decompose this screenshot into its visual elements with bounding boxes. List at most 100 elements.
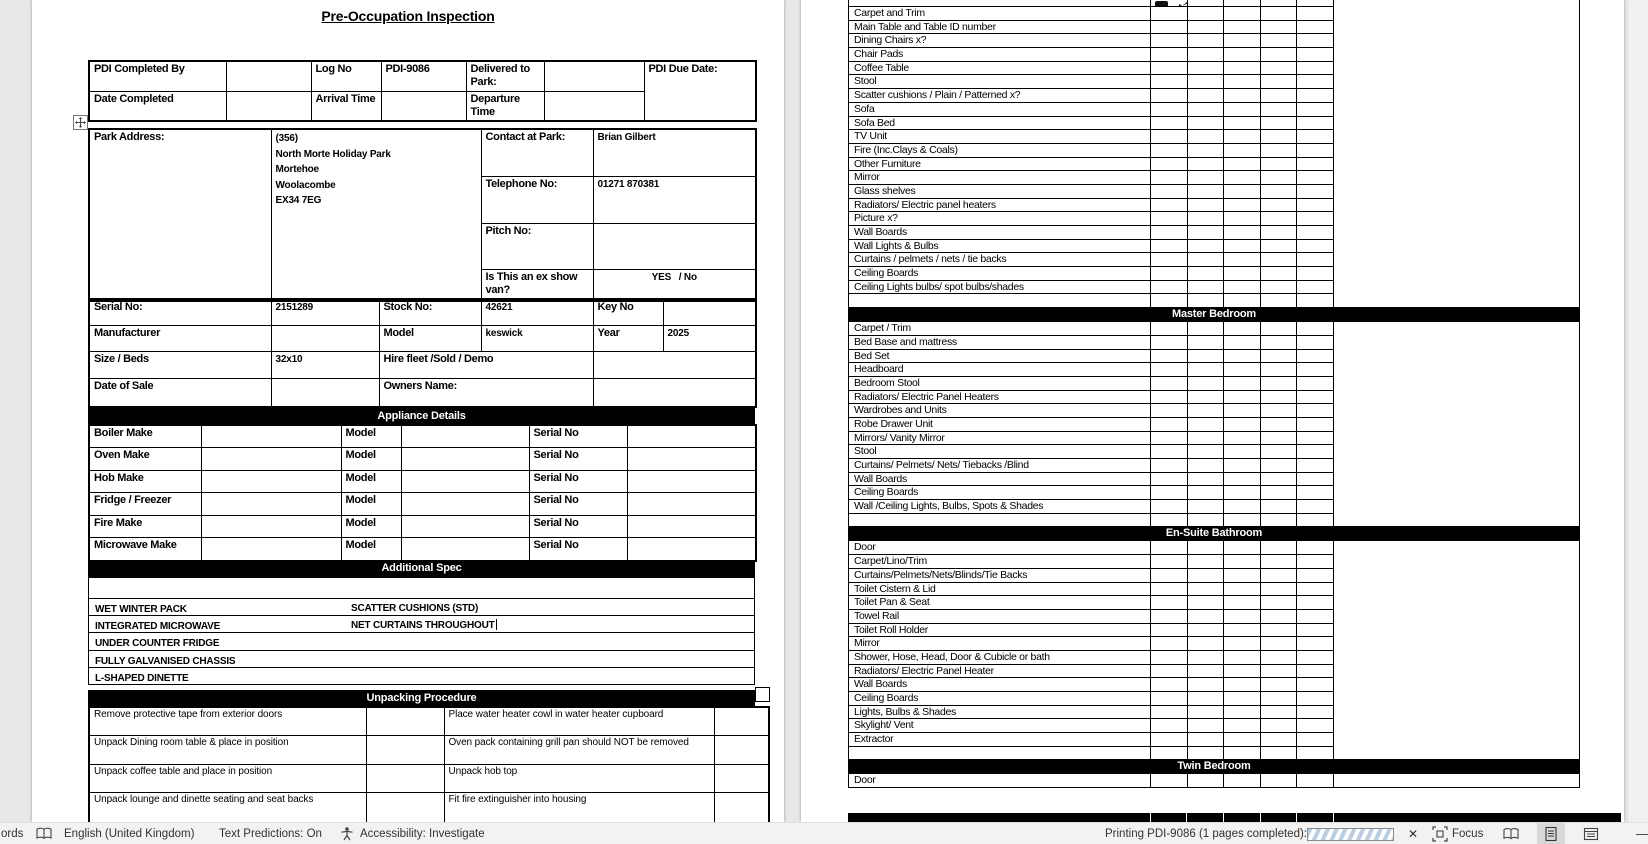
checklist-check-cell[interactable] (1261, 75, 1298, 89)
checklist-check-cell[interactable] (1224, 733, 1261, 746)
checklist-check-cell[interactable] (1224, 157, 1261, 171)
checklist-check-cell[interactable] (1151, 445, 1188, 458)
checklist-check-cell[interactable] (1261, 48, 1298, 61)
checklist-check-cell[interactable] (1224, 335, 1261, 349)
serial-no-value[interactable]: 2151289 (270, 298, 380, 326)
appliance-make-value[interactable] (200, 492, 342, 516)
checklist-check-cell[interactable] (1151, 609, 1188, 623)
checklist-check-cell[interactable] (1297, 664, 1334, 678)
checklist-check-cell[interactable] (1261, 20, 1298, 34)
checklist-check-cell[interactable] (1261, 184, 1298, 198)
unpacking-check-left[interactable] (365, 763, 445, 793)
checklist-check-cell[interactable] (1224, 678, 1261, 691)
checklist-check-cell[interactable] (1261, 664, 1298, 678)
checklist-row[interactable]: Carpet/Lino/Trim (848, 555, 1334, 569)
checklist-check-cell[interactable] (1297, 678, 1334, 691)
checklist-row[interactable]: Toilet Cistern & Lid (848, 582, 1334, 597)
checklist-check-cell[interactable] (1151, 719, 1188, 733)
web-layout-button[interactable] (1577, 823, 1605, 844)
checklist-blank-row[interactable] (848, 746, 1334, 761)
checklist-check-cell[interactable] (1261, 404, 1298, 417)
checklist-check-cell[interactable] (1261, 239, 1298, 253)
checklist-check-cell[interactable] (1224, 75, 1261, 89)
checklist-check-cell[interactable] (1261, 322, 1298, 335)
checklist-check-cell[interactable] (1297, 75, 1334, 89)
checklist-check-cell[interactable] (1151, 294, 1188, 308)
model-value[interactable]: keswick (480, 324, 594, 352)
checklist-check-cell[interactable] (1261, 500, 1298, 513)
appliance-make-value[interactable] (200, 537, 342, 562)
checklist-check-cell[interactable] (1224, 541, 1261, 555)
checklist-row[interactable]: Chair Pads (848, 48, 1334, 62)
checklist-check-cell[interactable] (1188, 171, 1225, 184)
checklist-check-cell[interactable] (1224, 253, 1261, 267)
checklist-check-cell[interactable] (1188, 623, 1225, 637)
checklist-check-cell[interactable] (1188, 705, 1225, 719)
table-move-handle[interactable] (73, 115, 88, 130)
unpacking-step-right[interactable]: Place water heater cowl in water heater … (443, 706, 715, 736)
checklist-check-cell[interactable] (1151, 417, 1188, 431)
checklist-check-cell[interactable] (1224, 89, 1261, 102)
checklist-check-cell[interactable] (1297, 226, 1334, 239)
checklist-check-cell[interactable] (1224, 459, 1261, 472)
checklist-check-cell[interactable] (1261, 7, 1298, 20)
owners-name-value[interactable] (592, 377, 757, 408)
checklist-check-cell[interactable] (1188, 513, 1225, 527)
appliance-make-label[interactable]: Hob Make (88, 469, 202, 494)
checklist-check-cell[interactable] (1224, 184, 1261, 198)
checklist-check-cell[interactable] (1297, 212, 1334, 225)
checklist-row[interactable]: Wall /Ceiling Lights, Bulbs, Spots & Sha… (848, 500, 1334, 514)
model-label[interactable]: Model (378, 324, 482, 352)
checklist-check-cell[interactable] (1224, 513, 1261, 527)
checklist-check-cell[interactable] (1188, 472, 1225, 486)
checklist-check-cell[interactable] (1297, 322, 1334, 335)
checklist-check-cell[interactable] (1224, 404, 1261, 417)
read-mode-button[interactable] (1497, 823, 1525, 844)
unpacking-step-left[interactable]: Unpack coffee table and place in positio… (88, 763, 367, 793)
checklist-check-cell[interactable] (1224, 376, 1261, 390)
checklist-check-cell[interactable] (1297, 349, 1334, 363)
checklist-row[interactable]: Sofa (848, 102, 1334, 117)
checklist-check-cell[interactable] (1151, 513, 1188, 527)
checklist-check-cell[interactable] (1151, 568, 1188, 582)
checklist-check-cell[interactable] (1188, 459, 1225, 472)
checklist-check-cell[interactable] (1261, 171, 1298, 184)
checklist-check-cell[interactable] (1261, 116, 1298, 130)
checklist-check-cell[interactable] (1188, 75, 1225, 89)
appliance-model-value[interactable] (400, 447, 530, 471)
checklist-row[interactable]: Ceiling Boards (848, 692, 1334, 706)
checklist-check-cell[interactable] (1188, 349, 1225, 363)
checklist-check-cell[interactable] (1297, 89, 1334, 102)
checklist-check-cell[interactable] (1297, 623, 1334, 637)
print-layout-button[interactable] (1537, 823, 1565, 844)
checklist-check-cell[interactable] (1224, 609, 1261, 623)
checklist-check-cell[interactable] (1297, 417, 1334, 431)
checklist-check-cell[interactable] (1188, 417, 1225, 431)
manufacturer-label[interactable]: Manufacturer (88, 324, 272, 352)
checklist-check-cell[interactable] (1188, 89, 1225, 102)
section-header-bar[interactable]: Master Bedroom (848, 308, 1580, 323)
arrival-time-value[interactable] (380, 90, 467, 122)
checklist-check-cell[interactable] (1151, 253, 1188, 267)
checklist-check-cell[interactable] (1224, 582, 1261, 596)
checklist-check-cell[interactable] (1297, 48, 1334, 61)
checklist-row[interactable]: Curtains/Pelmets/Nets/Blinds/Tie Backs (848, 568, 1334, 583)
checklist-check-cell[interactable] (1261, 198, 1298, 212)
checklist-check-cell[interactable] (1224, 500, 1261, 513)
checklist-check-cell[interactable] (1151, 774, 1188, 788)
checklist-row[interactable]: Mirror (848, 171, 1334, 185)
checklist-check-cell[interactable] (1151, 20, 1188, 34)
checklist-check-cell[interactable] (1188, 500, 1225, 513)
checklist-check-cell[interactable] (1151, 678, 1188, 691)
unpacking-step-left[interactable]: Unpack Dining room table & place in posi… (88, 734, 367, 765)
checklist-blank-row[interactable] (848, 294, 1334, 309)
checklist-row[interactable]: Ceiling Boards (848, 486, 1334, 501)
size-beds-label[interactable]: Size / Beds (88, 350, 272, 379)
checklist-check-cell[interactable] (1261, 746, 1298, 760)
checklist-check-cell[interactable] (1297, 555, 1334, 568)
checklist-row[interactable]: Glass shelves (848, 184, 1334, 199)
checklist-row[interactable]: Stool (848, 445, 1334, 459)
checklist-check-cell[interactable] (1151, 459, 1188, 472)
appliance-model-label[interactable]: Model (340, 537, 402, 562)
appliance-serial-label[interactable]: Serial No (528, 492, 628, 516)
